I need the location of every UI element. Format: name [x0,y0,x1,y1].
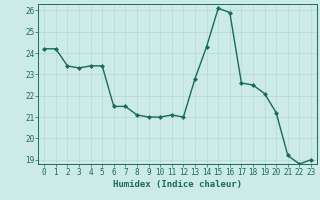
X-axis label: Humidex (Indice chaleur): Humidex (Indice chaleur) [113,180,242,189]
